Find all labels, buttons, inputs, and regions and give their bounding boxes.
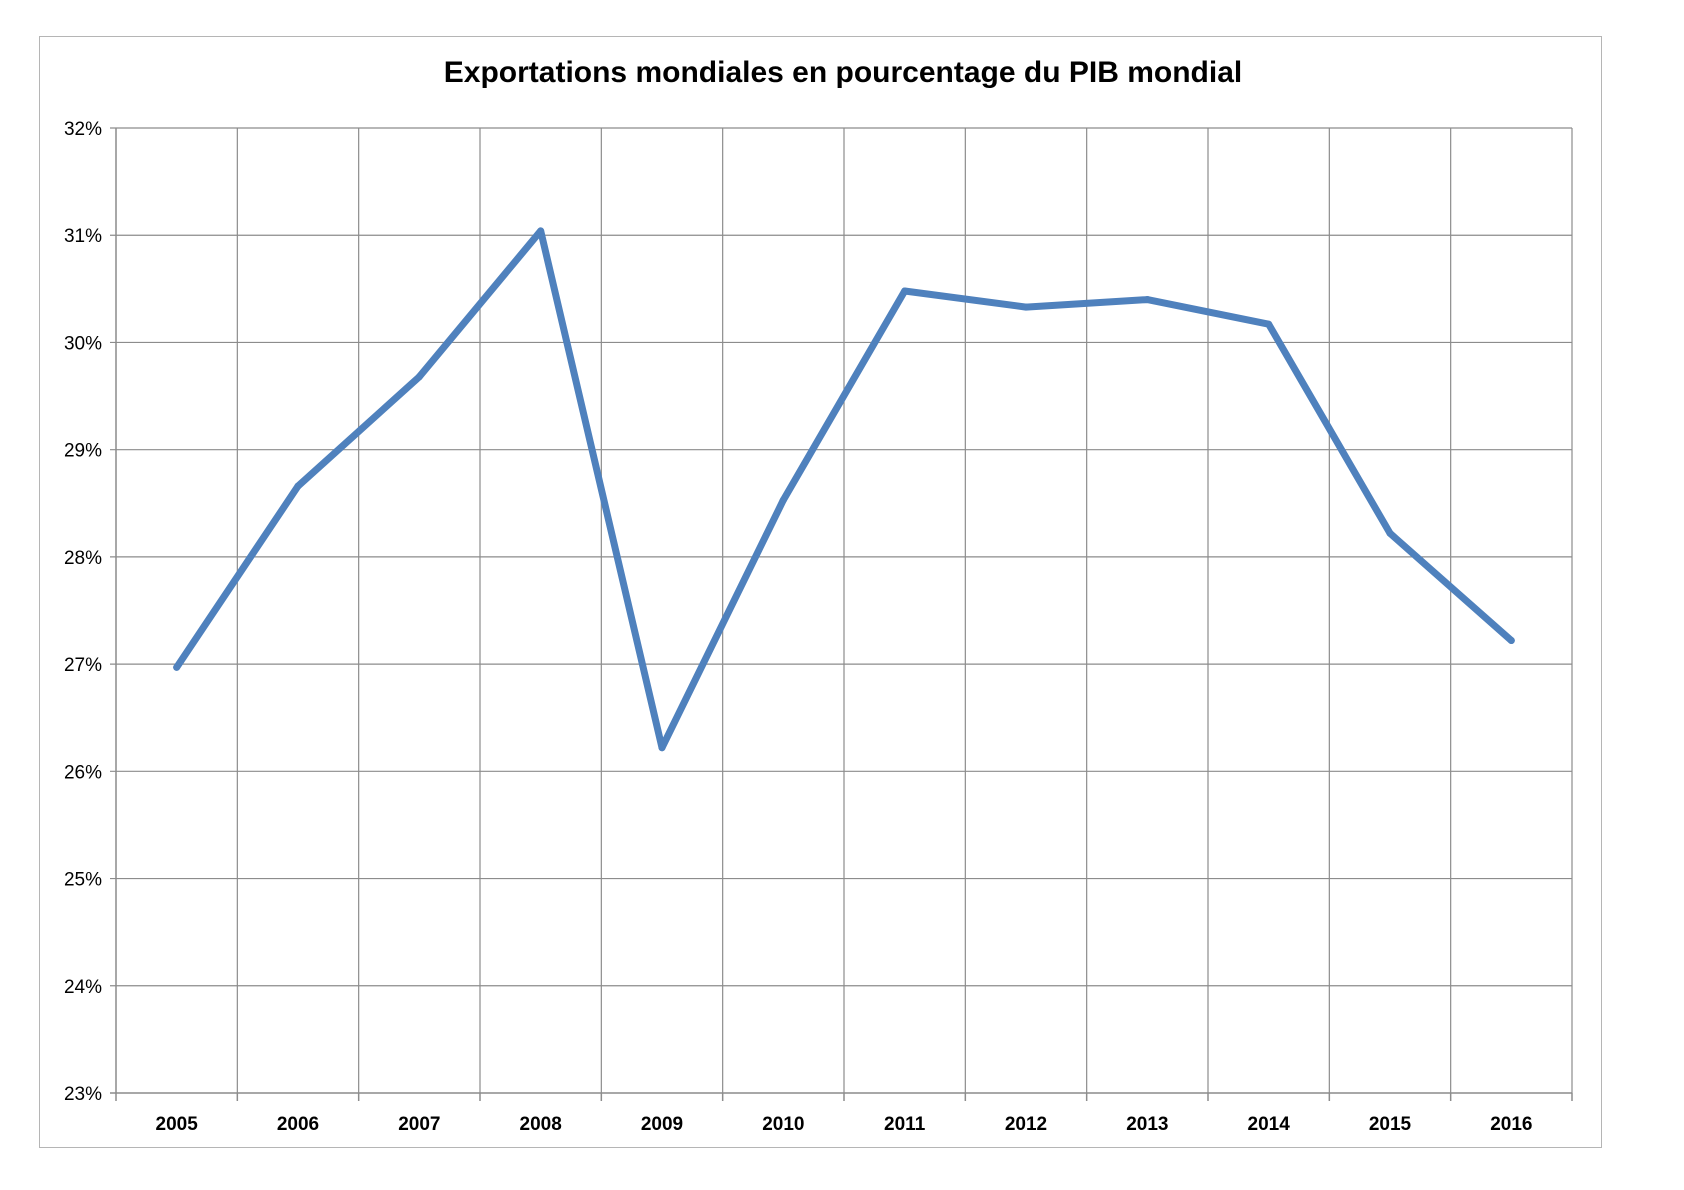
- grid: [110, 127, 1573, 1101]
- data-point: [1143, 296, 1151, 304]
- chart-title: Exportations mondiales en pourcentage du…: [444, 56, 1242, 89]
- y-tick-label: 24%: [64, 977, 102, 998]
- y-tick-label: 27%: [64, 655, 102, 676]
- x-tick-label: 2009: [641, 1114, 683, 1135]
- y-tick-label: 26%: [64, 762, 102, 783]
- data-point: [1265, 320, 1273, 328]
- data-point: [779, 496, 787, 504]
- series-line: [173, 227, 1515, 752]
- series-group: [173, 227, 1515, 752]
- x-tick-label: 2006: [277, 1114, 319, 1135]
- data-point: [658, 744, 666, 752]
- data-point: [1022, 303, 1030, 311]
- data-point: [1507, 637, 1515, 645]
- x-tick-label: 2007: [398, 1114, 440, 1135]
- data-point: [173, 663, 181, 671]
- x-tick-label: 2015: [1369, 1114, 1412, 1135]
- data-point: [415, 373, 423, 381]
- x-tick-label: 2014: [1248, 1114, 1291, 1135]
- y-tick-label: 30%: [64, 333, 102, 354]
- y-axis-labels: 23% 24% 25% 26% 27% 28% 29% 30% 31% 32%: [64, 119, 102, 1105]
- x-tick-label: 2008: [520, 1114, 562, 1135]
- x-axis-labels: 2005 2006 2007 2008 2009 2010 2011 2012 2013 2014…: [156, 1114, 1533, 1135]
- chart-frame: [39, 36, 1602, 1148]
- data-point: [901, 287, 909, 295]
- y-tick-label: 25%: [64, 870, 102, 891]
- data-point: [1386, 529, 1394, 537]
- y-tick-label: 32%: [64, 119, 102, 140]
- y-tick-label: 29%: [64, 441, 102, 462]
- y-tick-label: 23%: [64, 1084, 102, 1105]
- data-point: [294, 482, 302, 490]
- x-tick-label: 2012: [1005, 1114, 1047, 1135]
- data-point: [537, 227, 545, 235]
- x-tick-label: 2013: [1126, 1114, 1168, 1135]
- x-tick-label: 2016: [1490, 1114, 1532, 1135]
- x-tick-label: 2010: [762, 1114, 804, 1135]
- x-tick-label: 2011: [884, 1114, 926, 1135]
- y-tick-label: 31%: [64, 226, 102, 247]
- x-tick-label: 2005: [156, 1114, 199, 1135]
- y-tick-label: 28%: [64, 548, 102, 569]
